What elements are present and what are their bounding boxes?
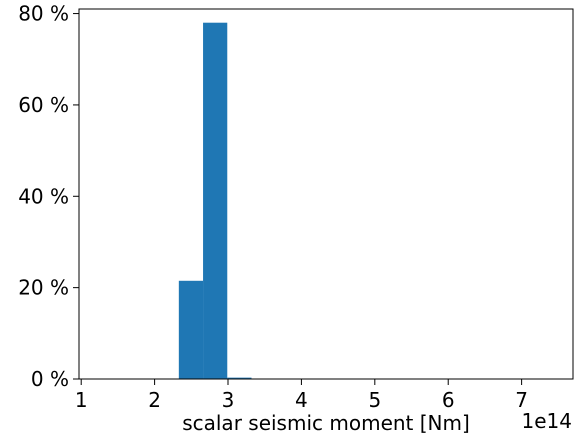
histogram-bar-2 [227,377,252,379]
x-tick-label-0: 1 [75,388,88,412]
y-tick-label-2: 40 % [18,184,69,208]
x-axis-label: scalar seismic moment [Nm] [182,411,470,435]
x-tick-label-6: 7 [515,388,528,412]
x-tick-label-3: 4 [295,388,308,412]
y-tick-label-4: 80 % [18,2,69,26]
plot-frame [78,8,574,380]
histogram-bar-1 [203,22,228,379]
y-tick-label-1: 20 % [18,276,69,300]
y-ticks-group: 0 % 20 % 40 % 60 % 80 % [18,2,79,391]
x-tick-label-2: 3 [222,388,235,412]
bars-group [178,22,252,379]
histogram-bar-0 [178,280,204,379]
x-tick-label-4: 5 [368,388,381,412]
y-tick-label-0: 0 % [31,367,69,391]
x-ticks-group: 1 2 3 4 5 6 7 [75,379,528,412]
x-tick-label-5: 6 [442,388,455,412]
x-tick-label-1: 2 [148,388,161,412]
y-tick-label-3: 60 % [18,93,69,117]
x-offset-label: 1e14 [522,409,572,433]
